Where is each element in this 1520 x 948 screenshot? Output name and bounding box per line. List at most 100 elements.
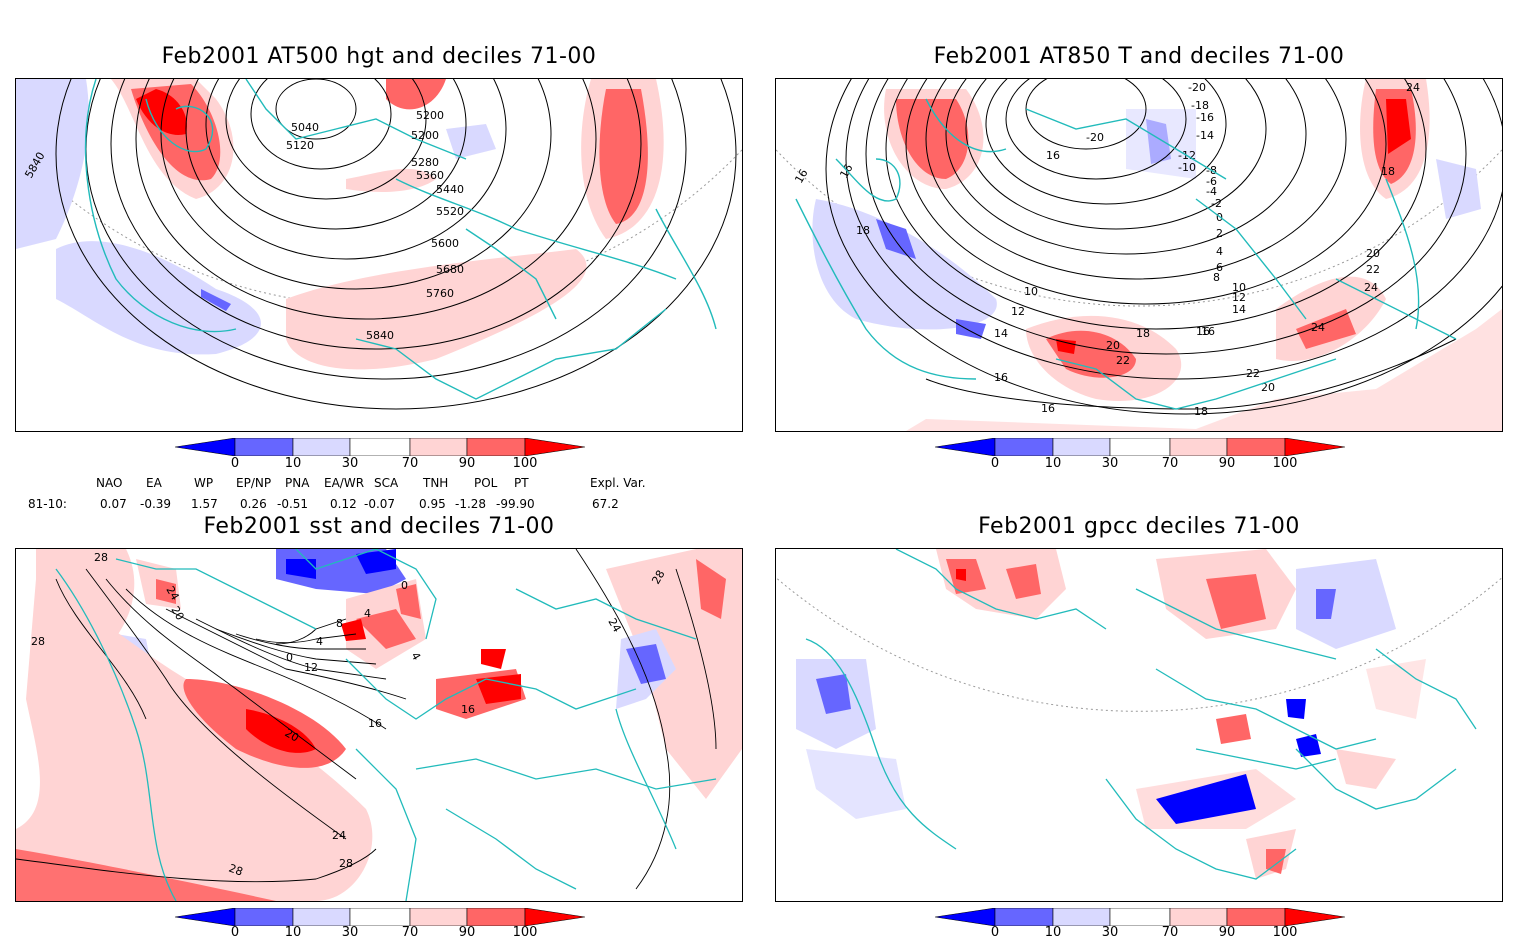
- cb-tick: 0: [230, 925, 240, 940]
- cb-tick: 10: [284, 456, 302, 471]
- idx-header: EA: [146, 476, 162, 490]
- p2-label: 18: [1194, 405, 1208, 418]
- idx-header: PT: [514, 476, 529, 490]
- p2-label: 20: [1106, 339, 1120, 352]
- cb-tick: 90: [458, 925, 476, 940]
- p2-label: 22: [1116, 354, 1130, 367]
- p2-label: 22: [1366, 263, 1380, 276]
- p1-label: 5680: [436, 263, 464, 276]
- colorbar-p1: 0 10 30 70 90 100: [174, 437, 586, 478]
- panel4-title: Feb2001 gpcc deciles 71-00: [978, 514, 1300, 539]
- p3-label: 4: [364, 607, 371, 620]
- p1-label: 5760: [426, 287, 454, 300]
- idx-value: -1.28: [455, 497, 487, 511]
- idx-value: -0.39: [140, 497, 172, 511]
- idx-value: -99.90: [496, 497, 535, 511]
- p3-label: 28: [649, 568, 667, 587]
- p3-label: 4: [316, 635, 323, 648]
- cb-tick: 30: [341, 456, 359, 471]
- cb-tick: 100: [512, 925, 538, 940]
- p3-label: 20: [168, 604, 186, 623]
- p3-label: 16: [368, 717, 382, 730]
- colorbar-p3: 0 10 30 70 90 100: [174, 907, 586, 948]
- p1-label: 5840: [366, 329, 394, 342]
- p2-label: 24: [1364, 281, 1378, 294]
- cb-tick: 90: [1218, 456, 1236, 471]
- panel4-map: [775, 548, 1503, 902]
- p2-label: 24: [1406, 81, 1420, 94]
- idx-value: 0.95: [419, 497, 446, 511]
- idx-value: 1.57: [191, 497, 218, 511]
- p3-label: 24: [332, 829, 346, 842]
- p2-label: 24: [1311, 321, 1325, 334]
- cb-tick: 90: [458, 456, 476, 471]
- p2-label: 10: [1024, 285, 1038, 298]
- p2-label: -18: [1191, 99, 1209, 112]
- p2-label: -2: [1211, 197, 1222, 210]
- p2-label: 20: [1366, 247, 1380, 260]
- panel3-map: 28 28 24 20 0 4 8 12 16 20 24 28 28 16 4…: [15, 548, 743, 902]
- p3-label: 16: [461, 703, 475, 716]
- p3-label: 12: [304, 661, 318, 674]
- p2-label: 18: [1136, 327, 1150, 340]
- idx-value: -0.51: [277, 497, 309, 511]
- p3-label: 28: [339, 857, 353, 870]
- p2-label: -20: [1086, 131, 1104, 144]
- colorbar-p2: 0 10 30 70 90 100: [934, 437, 1346, 478]
- cb-tick: 90: [1218, 925, 1236, 940]
- p2-label: 8: [1213, 271, 1220, 284]
- p2-label: -14: [1196, 129, 1214, 142]
- p3-label: 28: [227, 862, 245, 879]
- p1-label: 5280: [411, 156, 439, 169]
- p1-label: 5120: [286, 139, 314, 152]
- p2-label: 14: [994, 327, 1008, 340]
- p2-label: 16: [792, 167, 810, 186]
- p3-label: 0: [286, 651, 293, 664]
- panel2-map: -20 -18 -16 -14 -12 -10 -8 -6 -4 -2 0 2 …: [775, 78, 1503, 432]
- cb-tick: 100: [1272, 925, 1298, 940]
- p2-label: 16: [1046, 149, 1060, 162]
- p2-label: 22: [1246, 367, 1260, 380]
- p2-label: 10: [1232, 281, 1246, 294]
- p2-label: 16: [1201, 325, 1215, 338]
- panel1-title: Feb2001 AT500 hgt and deciles 71-00: [161, 44, 597, 69]
- idx-header: PNA: [285, 476, 310, 490]
- cb-tick: 70: [1161, 456, 1179, 471]
- idx-header: EP/NP: [236, 476, 272, 490]
- idx-value: -0.07: [364, 497, 396, 511]
- cb-tick: 0: [230, 456, 240, 471]
- p2-label: 14: [1232, 303, 1246, 316]
- p2-label: 6: [1216, 261, 1223, 274]
- cb-tick: 0: [990, 456, 1000, 471]
- p2-label: -4: [1206, 185, 1217, 198]
- p1-label: 5040: [291, 121, 319, 134]
- cb-tick: 70: [401, 456, 419, 471]
- idx-header: POL: [474, 476, 498, 490]
- p2-label: 12: [1011, 305, 1025, 318]
- p2-label: 16: [994, 371, 1008, 384]
- cb-tick: 100: [1272, 456, 1298, 471]
- p1-label: 5520: [436, 205, 464, 218]
- p2-label: 2: [1216, 227, 1223, 240]
- cb-tick: 70: [1161, 925, 1179, 940]
- idx-header: Expl. Var.: [590, 476, 646, 490]
- panel3-title: Feb2001 sst and deciles 71-00: [203, 514, 555, 539]
- p3-label: 28: [94, 551, 108, 564]
- p2-label: 12: [1232, 291, 1246, 304]
- p1-label: 5360: [416, 169, 444, 182]
- idx-header: NAO: [96, 476, 123, 490]
- p1-label: 5200: [416, 109, 444, 122]
- p2-label: -10: [1178, 161, 1196, 174]
- colorbar-p4: 0 10 30 70 90 100: [934, 907, 1346, 948]
- p2-label: -20: [1188, 81, 1206, 94]
- p1-label: 5200: [411, 129, 439, 142]
- cb-tick: 30: [1101, 925, 1119, 940]
- cb-tick: 30: [1101, 456, 1119, 471]
- p3-label: 0: [401, 579, 408, 592]
- idx-header: WP: [194, 476, 214, 490]
- p2-label: 4: [1216, 245, 1223, 258]
- p2-label: -6: [1206, 175, 1217, 188]
- p1-label: 5600: [431, 237, 459, 250]
- p2-label: 16: [1196, 325, 1210, 338]
- p2-label: 20: [1261, 381, 1275, 394]
